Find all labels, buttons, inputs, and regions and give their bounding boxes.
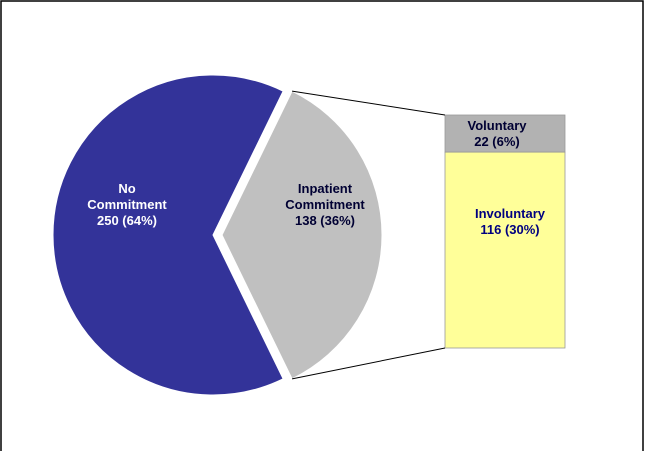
value-label: 250 (64%) xyxy=(97,213,157,228)
bar-segment xyxy=(444,151,566,349)
category-label: Voluntary xyxy=(467,117,527,133)
data-label: Inpatient Commitment 138 (36%) xyxy=(270,181,380,229)
connector xyxy=(292,90,446,116)
value-label: 116 (30%) xyxy=(480,222,540,238)
data-label: No Commitment 250 (64%) xyxy=(77,181,177,229)
value-label: 138 (36%) xyxy=(295,213,355,228)
category-label: Involuntary xyxy=(474,206,546,222)
pie-slice xyxy=(221,90,383,380)
data-label: Involuntary 116 (30%) xyxy=(450,206,570,238)
pie-slice xyxy=(52,74,284,396)
value-label: 22 (6%) xyxy=(474,133,520,149)
data-label: Voluntary 22 (6%) xyxy=(437,118,557,150)
category-label: Inpatient Commitment xyxy=(285,181,365,212)
connector xyxy=(291,347,446,380)
category-label: No Commitment xyxy=(87,181,167,212)
bar-segment xyxy=(444,114,566,153)
